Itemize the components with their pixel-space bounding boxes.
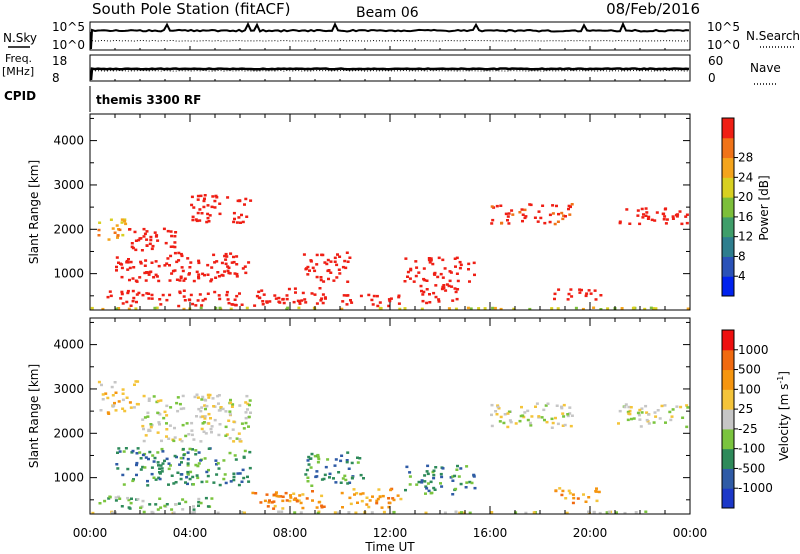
velocity-y-axis: 1000 2000 3000 4000 [53, 321, 690, 501]
x-axis-label: Time UT [364, 540, 415, 554]
velocity-colorbar-label: Velocity [m s-1] [776, 371, 791, 461]
x-tick-label: 08:00 [273, 526, 308, 540]
colorbar-tick-label: 4 [738, 269, 746, 283]
x-tick-label: 00:00 [673, 526, 708, 540]
colorbar-tick-label: 24 [738, 170, 753, 184]
freq-label: Freq. [5, 52, 32, 65]
y-tick-label: 3000 [53, 382, 84, 396]
nsearch-tick-top: 10^5 [707, 20, 740, 34]
cpid-text: themis 3300 RF [96, 93, 201, 107]
colorbar-tick-label: 1000 [738, 343, 769, 357]
x-tick-label: 16:00 [473, 526, 508, 540]
nsky-label: N.Sky [3, 31, 37, 45]
nsky-trace [90, 21, 690, 50]
nave-label: Nave [750, 61, 781, 75]
colorbar-swatch [722, 468, 734, 489]
colorbar-tick-label: 100 [738, 382, 761, 396]
colorbar-swatch [722, 118, 734, 139]
nsearch-trace [91, 39, 690, 42]
velocity-colorbar-label-sup: -1 [776, 376, 785, 384]
power-ylabel: Slant Range [km] [27, 160, 41, 264]
nsearch-tick-bottom: 10^0 [707, 38, 740, 52]
colorbar-swatch [722, 216, 734, 238]
y-tick-label: 4000 [53, 134, 84, 148]
colorbar-swatch [722, 330, 734, 351]
colorbar-swatch [722, 276, 734, 297]
y-tick-label: 2000 [53, 426, 84, 440]
colorbar-tick-label: -25 [738, 422, 758, 436]
colorbar-swatch [722, 157, 734, 178]
x-tick-label: 00:00 [73, 526, 108, 540]
y-tick-label: 1000 [53, 267, 84, 281]
freq-trace [89, 67, 690, 81]
colorbar-swatch [722, 236, 734, 257]
nsky-tick-top: 10^5 [52, 20, 85, 34]
colorbar-swatch [722, 137, 734, 159]
nsky-tick-bottom: 10^0 [52, 38, 85, 52]
date-label: 08/Feb/2016 [606, 0, 700, 18]
x-tick-label: 04:00 [173, 526, 208, 540]
freq-tick-top: 18 [52, 54, 67, 68]
colorbar-swatch [722, 197, 734, 218]
colorbar-tick-label: -100 [738, 442, 765, 456]
nsearch-label: N.Search [746, 29, 800, 43]
velocity-echo-layer [91, 380, 690, 515]
nave-trace [91, 69, 690, 72]
velocity-colorbar-label-main: Velocity [m s [777, 384, 791, 461]
nave-tick-top: 60 [708, 54, 723, 68]
colorbar-swatch [722, 488, 734, 509]
beam-label: Beam 06 [356, 5, 419, 21]
colorbar-tick-label: 500 [738, 363, 761, 377]
power-y-axis: 1000 2000 3000 4000 [53, 117, 690, 297]
power-echo-layer [90, 194, 690, 311]
velocity-plot-frame [89, 317, 691, 515]
colorbar-swatch [722, 256, 734, 277]
velocity-colorbar: 1000 500 100 25 -25 -100 -500 -1000 [721, 329, 773, 509]
time-x-axis: 00:00 04:00 08:00 12:00 16:00 20:00 00:00 [73, 46, 708, 540]
y-tick-label: 4000 [53, 338, 84, 352]
freq-unit: [MHz] [2, 65, 34, 78]
x-tick-label: 12:00 [373, 526, 408, 540]
power-colorbar: 4 8 12 16 20 24 28 [721, 117, 753, 297]
power-colorbar-label: Power [dB] [757, 175, 771, 240]
colorbar-tick-label: 8 [738, 249, 746, 263]
x-tick-label: 20:00 [573, 526, 608, 540]
colorbar-tick-label: 16 [738, 210, 753, 224]
colorbar-swatch [722, 448, 734, 469]
colorbar-tick-label: 20 [738, 190, 753, 204]
colorbar-tick-label: -1000 [738, 481, 773, 495]
velocity-colorbar-label-close: ] [777, 371, 791, 376]
nsky-panel [89, 21, 691, 51]
colorbar-tick-label: 12 [738, 230, 753, 244]
y-tick-label: 2000 [53, 222, 84, 236]
colorbar-swatch [722, 369, 734, 390]
colorbar-swatch [722, 409, 734, 430]
colorbar-swatch [722, 428, 734, 450]
nave-tick-bottom: 0 [708, 71, 716, 85]
y-tick-label: 3000 [53, 178, 84, 192]
y-tick-label: 1000 [53, 471, 84, 485]
colorbar-swatch [722, 177, 734, 198]
colorbar-tick-label: -500 [738, 461, 765, 475]
colorbar-swatch [722, 349, 734, 371]
colorbar-tick-label: 25 [738, 402, 753, 416]
freq-tick-bottom: 8 [52, 71, 60, 85]
station-title: South Pole Station (fitACF) [92, 0, 290, 18]
cpid-label: CPID [4, 89, 36, 103]
colorbar-swatch [722, 389, 734, 410]
velocity-ylabel: Slant Range [km] [27, 364, 41, 468]
colorbar-tick-label: 28 [738, 151, 753, 165]
